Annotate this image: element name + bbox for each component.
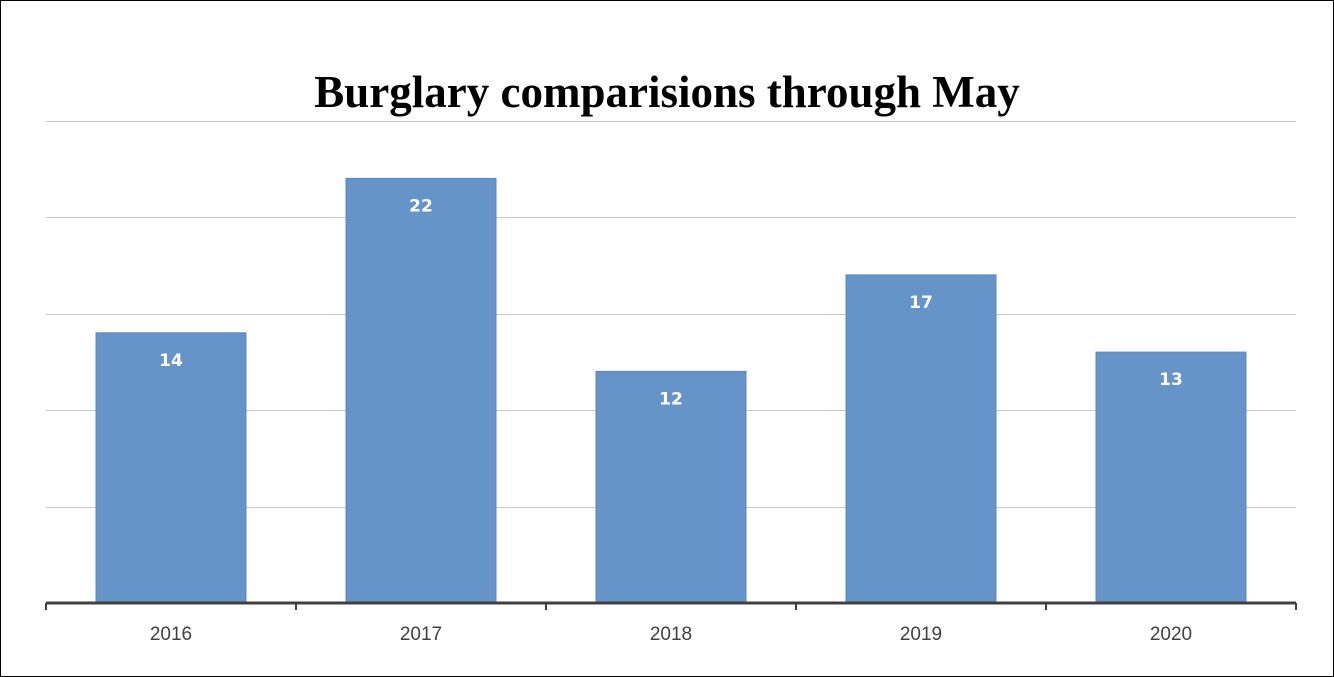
data-label-2017: 22 <box>409 196 433 216</box>
data-labels: 14 22 12 17 13 <box>159 196 1183 409</box>
chart-title: Burglary comparisions through May <box>314 67 1020 117</box>
x-tick-label-2016: 2016 <box>150 624 192 645</box>
x-tick-label-2017: 2017 <box>400 624 442 645</box>
bar-2018 <box>595 370 747 604</box>
x-axis: 2016 2017 2018 2019 2020 <box>45 601 1297 645</box>
data-label-2020: 13 <box>1159 370 1183 390</box>
bars <box>95 177 1247 604</box>
data-label-2016: 14 <box>159 351 183 371</box>
data-label-2019: 17 <box>909 293 933 313</box>
bar-2017 <box>345 177 497 604</box>
x-tick-label-2019: 2019 <box>900 624 942 645</box>
x-tick-label-2018: 2018 <box>650 624 692 645</box>
x-tick-label-2020: 2020 <box>1150 624 1192 645</box>
bar-2020 <box>1095 351 1247 604</box>
data-label-2018: 12 <box>659 389 683 409</box>
bar-2019 <box>845 274 997 604</box>
bar-2016 <box>95 332 247 604</box>
